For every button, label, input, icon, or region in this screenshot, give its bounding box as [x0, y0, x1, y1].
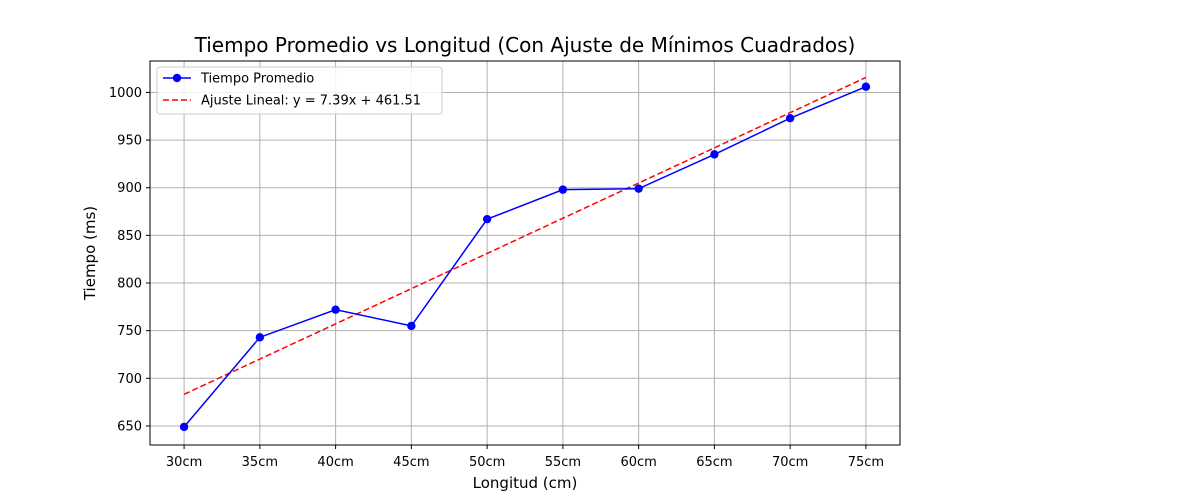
x-tick-label: 60cm [620, 455, 656, 470]
y-tick-label: 850 [117, 229, 142, 244]
y-tick-label: 650 [117, 419, 142, 434]
legend-label-ajuste-lineal: Ajuste Lineal: y = 7.39x + 461.51 [201, 94, 421, 109]
x-axis-label: Longitud (cm) [473, 474, 578, 492]
data-point [710, 150, 719, 159]
data-point [785, 113, 795, 123]
grid-lines [150, 61, 900, 445]
x-tick-label: 65cm [696, 455, 732, 470]
data-point [255, 333, 265, 342]
x-tick-label: 75cm [848, 455, 884, 470]
x-tick-label: 40cm [317, 455, 353, 470]
x-tick-label: 70cm [772, 455, 808, 470]
series-line-tiempo-promedio [183, 86, 867, 428]
x-tick-label: 35cm [242, 455, 278, 470]
x-tick-label: 30cm [166, 455, 202, 470]
fit-line [183, 76, 867, 395]
data-point [861, 82, 871, 91]
data-point [482, 214, 492, 224]
legend-label-tiempo-promedio: Tiempo Promedio [200, 72, 314, 87]
legend-box [156, 66, 443, 115]
y-tick-label: 750 [117, 324, 142, 339]
data-point [331, 305, 340, 314]
data-point [407, 321, 416, 331]
plot-frame [149, 60, 901, 446]
y-tick-label: 900 [117, 181, 142, 196]
data-point [179, 422, 189, 432]
data-point [558, 185, 568, 194]
x-tick-label: 45cm [393, 455, 429, 470]
y-tick-label: 800 [117, 277, 142, 292]
x-tick-label: 50cm [469, 455, 505, 470]
legend-marker [172, 73, 182, 83]
y-tick-label: 1000 [109, 86, 142, 101]
legend: Tiempo Promedio Ajuste Lineal: y = 7.39x … [156, 66, 443, 115]
y-tick-label: 950 [117, 134, 142, 149]
chart-title: Tiempo Promedio vs Longitud (Con Ajuste … [194, 33, 856, 57]
data-point [634, 184, 643, 193]
x-tick-label: 55cm [545, 455, 581, 470]
y-axis-label: Tiempo (ms) [81, 206, 99, 301]
axis-ticks: 30cm 35cm 40cm 45cm 50cm 55cm 60cm 65cm 70cm 75cm… [109, 86, 884, 470]
series-layer [179, 76, 871, 432]
y-tick-label: 700 [117, 372, 142, 387]
